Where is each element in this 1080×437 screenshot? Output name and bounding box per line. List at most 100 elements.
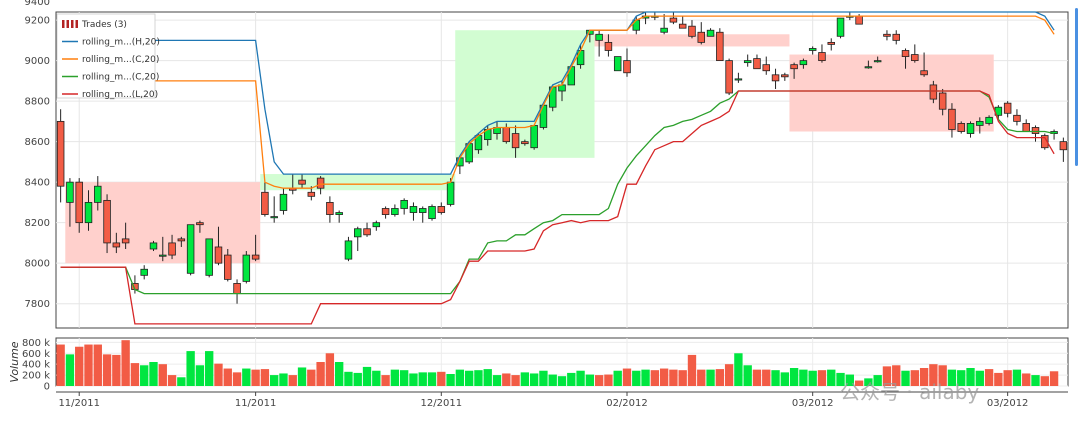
candle — [808, 46, 817, 55]
x-tick-label: 03/2012 — [792, 398, 834, 409]
volume-bar — [121, 340, 130, 386]
legend-swatch — [71, 20, 74, 28]
volume-bar — [817, 370, 827, 386]
candle — [966, 121, 975, 138]
legend-item[interactable]: rolling_m...(H,20) — [62, 38, 160, 48]
candle — [920, 52, 928, 77]
candle — [660, 14, 668, 35]
candle-body-up — [418, 208, 427, 213]
candle-body-down — [363, 228, 371, 236]
volume-bar — [789, 368, 799, 386]
candle-body-down — [502, 127, 511, 143]
candle — [836, 17, 845, 39]
legend-swatch — [62, 20, 65, 28]
candle-body-down — [1059, 141, 1068, 151]
legend[interactable]: Trades (3) rolling_m...(H,20) rolling_m...… — [56, 13, 160, 100]
candle — [84, 190, 93, 231]
candle-body-down — [911, 54, 919, 62]
candle — [261, 182, 269, 217]
legend-label: rolling_m...(C,20) — [82, 73, 159, 83]
candle — [177, 236, 186, 247]
volume-bar — [808, 370, 817, 386]
legend-item[interactable]: Trades (3) — [62, 20, 127, 30]
volume-bar — [799, 369, 808, 386]
candle-body-down — [316, 177, 325, 189]
volume-bar — [186, 351, 195, 386]
candle-body-down — [781, 74, 789, 78]
legend-label: rolling_m...(L,20) — [82, 90, 158, 100]
candle — [706, 28, 715, 37]
volume-bar — [270, 375, 279, 386]
volume-y-tick-label: 600 k — [22, 349, 50, 360]
candle — [929, 80, 938, 104]
volume-bar — [446, 374, 455, 386]
volume-bar — [669, 369, 678, 386]
volume-bar — [520, 372, 530, 386]
candle-body-down — [892, 33, 900, 41]
scrollbar[interactable] — [1075, 8, 1078, 166]
volume-bar — [827, 369, 836, 386]
volume-bar — [780, 372, 790, 386]
candle — [344, 236, 353, 262]
candle-body-down — [697, 31, 706, 43]
legend-item[interactable]: rolling_m...(L,20) — [62, 90, 158, 100]
candle-body-up — [743, 60, 752, 64]
candle-body-up — [354, 228, 362, 238]
candle — [799, 58, 808, 69]
candle-body-down — [790, 64, 798, 70]
volume-bar — [548, 374, 557, 386]
legend-label: Trades (3) — [81, 20, 127, 30]
volume-bar — [1022, 373, 1031, 386]
candle — [697, 22, 706, 45]
volume-bar — [390, 369, 400, 386]
volume-bar — [864, 378, 873, 386]
volume-bar — [929, 364, 938, 386]
candle — [781, 72, 789, 81]
volume-y-tick-label: 200 k — [22, 371, 50, 382]
candle — [901, 48, 910, 69]
legend-swatch — [75, 20, 78, 28]
candle-body-down — [251, 254, 260, 260]
volume-bar — [873, 375, 882, 386]
candle — [521, 139, 529, 146]
candle — [716, 28, 724, 62]
volume-bar — [1012, 369, 1022, 386]
volume-bar — [483, 369, 492, 386]
candle-body-down — [168, 242, 176, 256]
volume-bar — [529, 373, 539, 386]
candle — [381, 206, 390, 219]
candle — [214, 226, 223, 266]
candle — [186, 224, 195, 276]
volume-bar — [427, 372, 437, 386]
volume-bar — [297, 367, 307, 386]
candle — [827, 38, 835, 51]
candle-body-up — [66, 181, 74, 203]
candle — [196, 220, 204, 233]
candle-body-down — [177, 238, 186, 242]
candle — [1031, 125, 1040, 142]
volume-bar — [149, 362, 158, 386]
price-y-tick-label: 8800 — [25, 97, 50, 108]
price-y-tick-label: 8200 — [25, 218, 50, 229]
legend-item[interactable]: rolling_m...(C,20) — [62, 73, 159, 83]
volume-bar — [901, 370, 910, 386]
candle-body-up — [976, 120, 984, 126]
candle-body-down — [1022, 123, 1030, 132]
volume-bar — [75, 346, 84, 386]
candle-body-up — [159, 254, 167, 257]
volume-bar — [641, 369, 650, 386]
candle-body-down — [75, 181, 83, 224]
volume-bar — [464, 370, 474, 386]
candle-body-down — [298, 179, 306, 185]
candle — [121, 222, 130, 249]
candle-body-down — [929, 84, 938, 100]
candle-body-down — [753, 58, 761, 70]
legend-item[interactable]: rolling_m...(C,20) — [62, 55, 159, 65]
candle-body-up — [799, 60, 808, 66]
candlesticks — [56, 12, 1068, 304]
volume-bar — [140, 365, 149, 386]
candle-body-down — [818, 52, 826, 62]
candle-body-up — [344, 240, 353, 260]
price-y-tick-label: 8400 — [25, 178, 50, 189]
